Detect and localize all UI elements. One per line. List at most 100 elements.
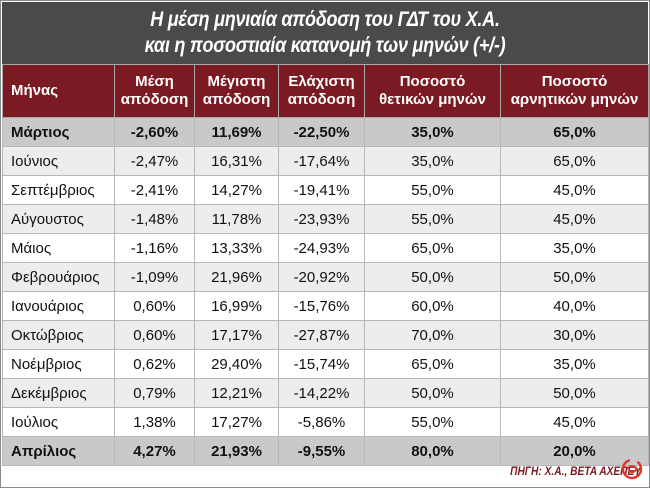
table-header: Μήνας Μέση απόδοση Μέγιστη απόδοση Ελάχι… <box>2 64 649 118</box>
table-row: Ιούλιος 1,38% 17,27% -5,86% 55,0% 45,0% <box>2 407 649 437</box>
cell-neg: 50,0% <box>500 262 649 292</box>
cell-month: Νοέμβριος <box>2 349 115 379</box>
cell-min: -5,86% <box>278 407 365 437</box>
cell-min: -23,93% <box>278 204 365 234</box>
cell-neg: 35,0% <box>500 233 649 263</box>
header-neg-line2: αρνητικών μηνών <box>510 91 639 108</box>
cell-neg: 20,0% <box>500 436 649 466</box>
cell-avg: 0,60% <box>114 291 195 321</box>
cell-min: -15,76% <box>278 291 365 321</box>
cell-neg: 50,0% <box>500 378 649 408</box>
cell-month: Οκτώβριος <box>2 320 115 350</box>
cell-min: -19,41% <box>278 175 365 205</box>
header-avg-return: Μέση απόδοση <box>114 64 195 118</box>
cell-avg: 4,27% <box>114 436 195 466</box>
header-month: Μήνας <box>2 64 115 118</box>
cell-pos: 50,0% <box>364 262 501 292</box>
cell-neg: 40,0% <box>500 291 649 321</box>
cell-pos: 50,0% <box>364 378 501 408</box>
cell-pos: 55,0% <box>364 204 501 234</box>
cell-max: 16,99% <box>194 291 279 321</box>
cell-neg: 35,0% <box>500 349 649 379</box>
cell-neg: 45,0% <box>500 204 649 234</box>
cell-max: 11,78% <box>194 204 279 234</box>
table-row: Δεκέμβριος 0,79% 12,21% -14,22% 50,0% 50,0% <box>2 378 649 408</box>
cell-neg: 45,0% <box>500 175 649 205</box>
cell-neg: 45,0% <box>500 407 649 437</box>
cell-month: Δεκέμβριος <box>2 378 115 408</box>
cell-max: 13,33% <box>194 233 279 263</box>
header-max-line2: απόδοση <box>202 91 271 108</box>
table-row: Νοέμβριος 0,62% 29,40% -15,74% 65,0% 35,0% <box>2 349 649 379</box>
table-title: Η μέση μηνιαία απόδοση του ΓΔΤ του Χ.Α. … <box>2 2 648 64</box>
table-row: Οκτώβριος 0,60% 17,17% -27,87% 70,0% 30,0% <box>2 320 649 350</box>
cell-avg: 0,60% <box>114 320 195 350</box>
cell-max: 16,31% <box>194 146 279 176</box>
table-row: Φεβρουάριος -1,09% 21,96% -20,92% 50,0% 50,0% <box>2 262 649 292</box>
cell-month: Σεπτέμβριος <box>2 175 115 205</box>
header-positive-months: Ποσοστό θετικών μηνών <box>364 64 501 118</box>
source-note: ΠΗΓΗ: Χ.Α., ΒΕΤΑ ΑΧΕΠΕΥ <box>509 464 641 478</box>
header-avg-line1: Μέση <box>135 73 174 90</box>
cell-avg: -2,41% <box>114 175 195 205</box>
cell-month: Απρίλιος <box>2 436 115 466</box>
cell-min: -27,87% <box>278 320 365 350</box>
header-min-line1: Ελάχιστη <box>288 73 355 90</box>
cell-min: -17,64% <box>278 146 365 176</box>
cell-min: -15,74% <box>278 349 365 379</box>
cell-min: -22,50% <box>278 117 365 147</box>
cell-min: -9,55% <box>278 436 365 466</box>
cell-avg: 1,38% <box>114 407 195 437</box>
cell-month: Ιανουάριος <box>2 291 115 321</box>
cell-month: Ιούλιος <box>2 407 115 437</box>
cell-max: 12,21% <box>194 378 279 408</box>
cell-neg: 65,0% <box>500 117 649 147</box>
table-body: Μάρτιος -2,60% 11,69% -22,50% 35,0% 65,0% Ιούν… <box>2 117 649 466</box>
table-row: Ιανουάριος 0,60% 16,99% -15,76% 60,0% 40,0% <box>2 291 649 321</box>
cell-neg: 65,0% <box>500 146 649 176</box>
table-row: Μάρτιος -2,60% 11,69% -22,50% 35,0% 65,0% <box>2 117 649 147</box>
cell-avg: 0,79% <box>114 378 195 408</box>
table-row: Απρίλιος 4,27% 21,93% -9,55% 80,0% 20,0% <box>2 436 649 466</box>
cell-max: 21,93% <box>194 436 279 466</box>
header-avg-line2: απόδοση <box>120 91 189 108</box>
cell-max: 14,27% <box>194 175 279 205</box>
cell-max: 11,69% <box>194 117 279 147</box>
swirl-logo-icon <box>621 458 643 480</box>
cell-month: Αύγουστος <box>2 204 115 234</box>
cell-month: Ιούνιος <box>2 146 115 176</box>
cell-pos: 35,0% <box>364 117 501 147</box>
cell-min: -20,92% <box>278 262 365 292</box>
title-line-2: και η ποσοστιαία κατανομή των μηνών (+/-… <box>144 34 506 57</box>
cell-pos: 65,0% <box>364 349 501 379</box>
cell-pos: 80,0% <box>364 436 501 466</box>
cell-min: -14,22% <box>278 378 365 408</box>
cell-avg: -2,60% <box>114 117 195 147</box>
table-row: Αύγουστος -1,48% 11,78% -23,93% 55,0% 45,0% <box>2 204 649 234</box>
table-row: Σεπτέμβριος -2,41% 14,27% -19,41% 55,0% 45,0% <box>2 175 649 205</box>
cell-max: 17,17% <box>194 320 279 350</box>
returns-table: Μήνας Μέση απόδοση Μέγιστη απόδοση Ελάχι… <box>2 64 649 466</box>
header-neg-line1: Ποσοστό <box>541 73 608 90</box>
cell-pos: 60,0% <box>364 291 501 321</box>
header-min-line2: απόδοση <box>287 91 356 108</box>
cell-month: Μάιος <box>2 233 115 263</box>
cell-avg: -1,48% <box>114 204 195 234</box>
cell-max: 29,40% <box>194 349 279 379</box>
cell-pos: 35,0% <box>364 146 501 176</box>
header-pos-line2: θετικών μηνών <box>379 91 486 108</box>
cell-month: Μάρτιος <box>2 117 115 147</box>
header-max-line1: Μέγιστη <box>207 73 266 90</box>
cell-min: -24,93% <box>278 233 365 263</box>
header-max-return: Μέγιστη απόδοση <box>194 64 279 118</box>
cell-pos: 70,0% <box>364 320 501 350</box>
header-negative-months: Ποσοστό αρνητικών μηνών <box>500 64 649 118</box>
cell-avg: -1,16% <box>114 233 195 263</box>
header-pos-line1: Ποσοστό <box>399 73 466 90</box>
cell-pos: 65,0% <box>364 233 501 263</box>
cell-neg: 30,0% <box>500 320 649 350</box>
title-line-1: Η μέση μηνιαία απόδοση του ΓΔΤ του Χ.Α. <box>150 8 500 31</box>
cell-pos: 55,0% <box>364 175 501 205</box>
cell-max: 17,27% <box>194 407 279 437</box>
